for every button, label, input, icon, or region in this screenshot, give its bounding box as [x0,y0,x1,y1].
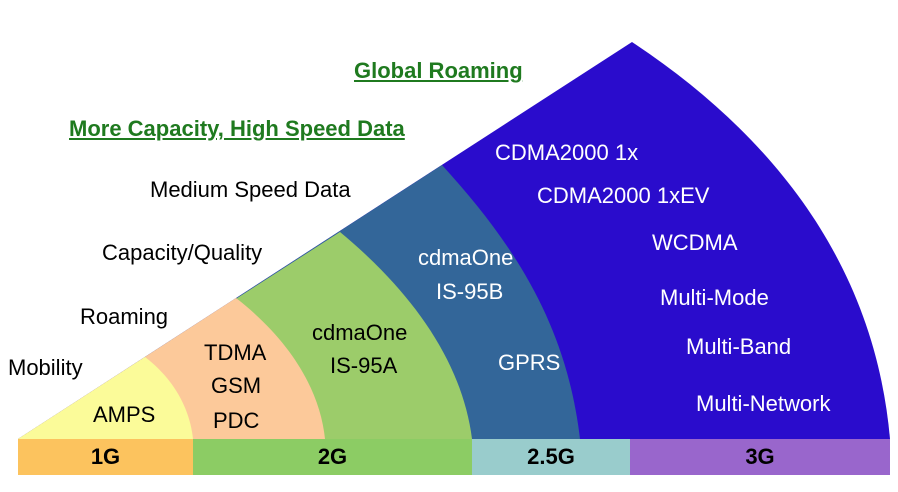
gen-bar-2-5g: 2.5G [472,439,630,475]
gen-bar-1g: 1G [18,439,193,475]
gen3-item: Multi-Band [686,334,792,359]
wedge-1g [18,357,193,439]
gen25-item: GPRS [498,350,561,375]
gen1-item: AMPS [93,402,156,427]
heading-global-roaming: Global Roaming [354,58,523,83]
gen3-item: Multi-Network [696,391,831,416]
gen3-item: CDMA2000 1x [495,140,639,165]
gen2a-item: GSM [211,373,262,398]
gen2a-item: TDMA [204,340,267,365]
heading-capacity-data: More Capacity, High Speed Data [69,116,405,141]
gen3-item: Multi-Mode [660,285,769,310]
feature-mobility: Mobility [8,355,83,380]
gen2b-item: cdmaOne [312,320,408,345]
gen25-item: IS-95B [436,279,504,304]
gen3-item: CDMA2000 1xEV [537,183,710,208]
gen2b-item: IS-95A [330,353,398,378]
gen-bar-3g: 3G [630,439,890,475]
feature-capacity-quality: Capacity/Quality [102,240,263,265]
gen2a-item: PDC [213,408,260,433]
feature-roaming: Roaming [80,304,169,329]
gen3-item: WCDMA [652,230,738,255]
gen-bar-2g: 2G [193,439,472,475]
feature-medium-speed: Medium Speed Data [150,177,351,202]
gen25-item: cdmaOne [418,245,514,270]
